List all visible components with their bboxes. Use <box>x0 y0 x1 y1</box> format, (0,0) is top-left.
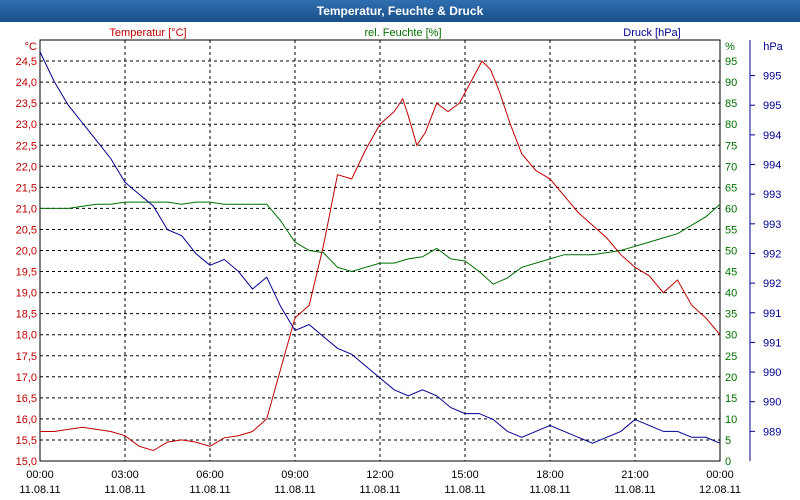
temperature-tick-label: 21,0 <box>16 203 37 215</box>
humidity-unit-label: % <box>725 41 735 53</box>
pressure-tick-label: 995 <box>763 71 781 83</box>
humidity-tick-label: 40 <box>725 288 737 300</box>
pressure-tick-label: 993 <box>763 219 781 231</box>
series-line-pressure <box>39 51 721 444</box>
temperature-tick-label: 15,0 <box>16 456 37 468</box>
temperature-tick-label: 24,0 <box>16 77 37 89</box>
x-tick-time: 06:00 <box>196 469 224 481</box>
x-tick-time: 09:00 <box>281 469 309 481</box>
chart-title: Temperatur, Feuchte & Druck <box>0 0 800 22</box>
pressure-tick-label: 992 <box>763 248 781 260</box>
humidity-tick-label: 65 <box>725 182 737 194</box>
temperature-tick-label: 22,5 <box>16 140 37 152</box>
temperature-tick-label: 23,0 <box>16 119 37 131</box>
humidity-tick-label: 75 <box>725 140 737 152</box>
pressure-axis-title: Druck [hPa] <box>623 27 680 39</box>
x-tick-time: 00:00 <box>706 469 734 481</box>
temperature-tick-label: 18,5 <box>16 309 37 321</box>
humidity-tick-label: 25 <box>725 351 737 363</box>
series-group <box>39 51 721 452</box>
temperature-tick-label: 22,0 <box>16 161 37 173</box>
humidity-tick-label: 80 <box>725 119 737 131</box>
temperature-tick-label: 19,5 <box>16 267 37 279</box>
x-tick-date: 11.08.11 <box>104 484 145 496</box>
pressure-tick-label: 994 <box>763 160 781 172</box>
temperature-axis-title: Temperatur [°C] <box>109 27 186 39</box>
humidity-tick-label: 45 <box>725 267 737 279</box>
humidity-tick-label: 70 <box>725 161 737 173</box>
pressure-tick-label: 993 <box>763 189 781 201</box>
x-tick-date: 11.08.11 <box>19 484 60 496</box>
temperature-tick-label: 16,5 <box>16 393 37 405</box>
pressure-tick-label: 990 <box>763 397 781 409</box>
temperature-tick-label: 21,5 <box>16 182 37 194</box>
temperature-tick-label: 20,0 <box>16 246 37 258</box>
pressure-tick-label: 995 <box>763 100 781 112</box>
x-tick-date: 11.08.11 <box>614 484 655 496</box>
x-tick-time: 21:00 <box>621 469 649 481</box>
pressure-unit-label: hPa <box>763 41 783 53</box>
x-tick-time: 15:00 <box>451 469 479 481</box>
pressure-tick-label: 991 <box>763 308 781 320</box>
x-tick-date: 11.08.11 <box>189 484 230 496</box>
temperature-tick-label: 23,5 <box>16 98 37 110</box>
humidity-tick-label: 0 <box>725 456 731 468</box>
humidity-tick-label: 60 <box>725 203 737 215</box>
x-tick-date: 11.08.11 <box>529 484 570 496</box>
humidity-tick-label: 50 <box>725 246 737 258</box>
series-line-temperature <box>40 60 721 452</box>
humidity-tick-label: 95 <box>725 56 737 68</box>
temperature-tick-label: 18,0 <box>16 330 37 342</box>
humidity-tick-label: 15 <box>725 393 737 405</box>
series-line-humidity <box>40 201 721 285</box>
pressure-tick-label: 994 <box>763 130 781 142</box>
humidity-tick-label: 10 <box>725 414 737 426</box>
humidity-tick-label: 30 <box>725 330 737 342</box>
temperature-tick-label: 24,5 <box>16 56 37 68</box>
humidity-tick-label: 20 <box>725 372 737 384</box>
x-tick-date: 11.08.11 <box>274 484 315 496</box>
temperature-tick-label: 16,0 <box>16 414 37 426</box>
x-tick-time: 18:00 <box>536 469 564 481</box>
humidity-axis-title: rel. Feuchte [%] <box>364 27 441 39</box>
x-tick-date: 11.08.11 <box>359 484 400 496</box>
grid <box>40 40 720 461</box>
axes-labels: 00:00 11.08.11 03:00 11.08.11 06:00 11.08.11 0… <box>16 27 784 496</box>
pressure-tick-label: 989 <box>763 426 781 438</box>
x-tick-time: 00:00 <box>26 469 54 481</box>
temperature-tick-label: 19,0 <box>16 288 37 300</box>
x-tick-date: 12.08.11 <box>699 484 741 496</box>
temperature-tick-label: 17,0 <box>16 372 37 384</box>
pressure-tick-label: 992 <box>763 278 781 290</box>
humidity-tick-label: 5 <box>725 435 731 447</box>
weather-chart: 00:00 11.08.11 03:00 11.08.11 06:00 11.08.11 0… <box>16 27 784 496</box>
x-tick-time: 12:00 <box>366 469 394 481</box>
temperature-tick-label: 20,5 <box>16 224 37 236</box>
humidity-tick-label: 90 <box>725 77 737 89</box>
temperature-tick-label: 15,5 <box>16 435 37 447</box>
temperature-unit-label: °C <box>25 41 37 53</box>
pressure-tick-label: 991 <box>763 337 781 349</box>
x-tick-date: 11.08.11 <box>444 484 485 496</box>
x-tick-time: 03:00 <box>111 469 139 481</box>
pressure-tick-label: 990 <box>763 367 781 379</box>
humidity-tick-label: 85 <box>725 98 737 110</box>
temperature-tick-label: 17,5 <box>16 351 37 363</box>
humidity-tick-label: 35 <box>725 309 737 321</box>
humidity-tick-label: 55 <box>725 224 737 236</box>
